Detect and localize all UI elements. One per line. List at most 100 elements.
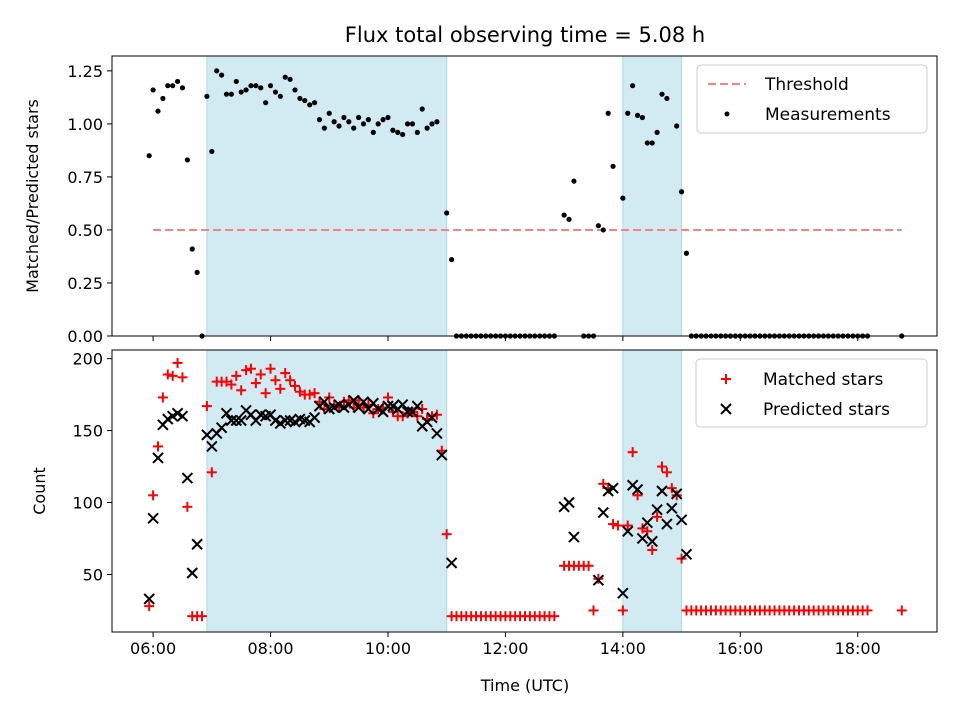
predicted-star-point-b xyxy=(284,414,296,427)
predicted-star-point xyxy=(563,496,575,509)
measurement-point xyxy=(630,83,636,89)
matched-star-point xyxy=(549,611,560,622)
matched-star-point xyxy=(612,520,623,531)
measurement-point xyxy=(385,114,391,121)
measurement-point xyxy=(321,125,327,131)
measurement-point xyxy=(639,114,646,121)
measurement-point xyxy=(170,83,176,89)
matched-star-point xyxy=(275,383,286,394)
legend-matched-swatch xyxy=(721,374,731,384)
top-legend: Threshold Measurements xyxy=(696,64,928,134)
measurement-point xyxy=(272,89,279,95)
measurement-point xyxy=(600,227,606,233)
measurement-point xyxy=(209,148,215,155)
predicted-star-point xyxy=(631,483,644,496)
measurement-point xyxy=(375,121,381,127)
top-y-tick-label: 0.75 xyxy=(67,168,103,187)
predicted-star-point-b xyxy=(318,396,331,408)
bottom-y-tick-label: 100 xyxy=(72,494,103,513)
legend-matched-label: Matched stars xyxy=(763,370,883,390)
predicted-star-point xyxy=(651,503,663,516)
measurement-point xyxy=(302,97,308,104)
predicted-star-point xyxy=(670,488,683,500)
top-legend-box xyxy=(696,64,928,134)
matched-star-point xyxy=(617,605,628,616)
legend-predicted-label: Predicted stars xyxy=(763,400,890,420)
matched-star-point xyxy=(309,388,320,399)
predicted-star-point-b xyxy=(367,397,380,409)
measurement-point xyxy=(674,123,680,129)
measurement-point xyxy=(390,127,396,133)
matched-star-point xyxy=(290,380,301,391)
bottom-x-tick-label: 16:00 xyxy=(717,639,763,658)
predicted-star-point-b xyxy=(396,398,409,411)
predicted-star-point xyxy=(431,427,443,440)
bottom-x-tick-label: 08:00 xyxy=(247,639,293,658)
predicted-star-point-b xyxy=(617,587,629,599)
predicted-star-point xyxy=(597,506,609,519)
observing-interval-shade xyxy=(206,349,448,633)
top-y-tick-label: 0.25 xyxy=(67,274,103,293)
measurement-point xyxy=(184,157,190,163)
matched-star-point xyxy=(226,379,237,390)
matched-star-point xyxy=(427,411,438,422)
measurement-point xyxy=(165,83,171,89)
legend-predicted-marker-b xyxy=(720,403,732,415)
predicted-star-point xyxy=(225,414,238,427)
predicted-star-point-b xyxy=(333,398,345,411)
predicted-star-point xyxy=(143,593,155,605)
predicted-star-point-b xyxy=(308,411,321,424)
measurement-point xyxy=(571,178,577,184)
top-y-axis-label: Matched/Predicted stars xyxy=(23,99,42,293)
predicted-star-point-b xyxy=(656,485,668,497)
matched-star-point xyxy=(148,490,159,501)
predicted-star-point-b xyxy=(176,410,189,422)
predicted-star-point-b xyxy=(666,502,678,514)
bottom-legend: Matched stars Predicted stars xyxy=(695,358,928,428)
predicted-star-point xyxy=(152,452,164,464)
predicted-star-point-b xyxy=(225,414,238,427)
measurement-point xyxy=(444,210,450,216)
predicted-star-point-b xyxy=(269,414,282,427)
predicted-star-point-b xyxy=(264,409,277,421)
predicted-star-point-b xyxy=(563,496,575,509)
measurement-point xyxy=(395,129,401,135)
top-axes-frame xyxy=(111,55,938,337)
bottom-axes-frame xyxy=(111,349,938,633)
legend-measurements-label: Measurements xyxy=(765,105,891,125)
predicted-star-point xyxy=(426,411,438,424)
matched-star-point xyxy=(197,611,208,622)
predicted-star-point xyxy=(411,400,424,412)
measurement-point xyxy=(404,121,411,127)
top-y-tick-label: 1.25 xyxy=(67,62,103,81)
measurement-point xyxy=(331,119,337,125)
predicted-star-point xyxy=(445,557,458,569)
measurement-point xyxy=(365,117,372,123)
predicted-star-point-b xyxy=(299,414,311,427)
predicted-star-point xyxy=(176,410,189,422)
top-y-tick-label: 1.00 xyxy=(67,115,103,134)
predicted-star-point-b xyxy=(147,512,159,525)
measurement-point xyxy=(434,119,440,125)
matched-star-point xyxy=(265,363,276,374)
predicted-stars-points xyxy=(143,394,693,605)
observing-interval-shade xyxy=(206,55,448,337)
predicted-star-point-b xyxy=(245,409,257,421)
measurement-point xyxy=(610,163,616,169)
top-panel: 0.00 0.25 0.50 0.75 1.00 1.25 Matched/Predict… xyxy=(23,55,938,346)
predicted-star-point-b xyxy=(622,525,634,537)
bottom-legend-box xyxy=(695,358,928,428)
matched-star-point xyxy=(632,490,643,501)
measurement-point xyxy=(248,83,254,89)
matched-star-point xyxy=(583,560,594,571)
predicted-star-point xyxy=(646,535,658,548)
observing-interval-shade xyxy=(622,55,683,337)
measurement-point xyxy=(253,83,259,89)
predicted-star-point xyxy=(661,518,673,530)
measurement-point xyxy=(238,89,244,95)
predicted-star-point xyxy=(308,411,321,424)
matched-star-point xyxy=(304,389,315,400)
matched-star-point xyxy=(593,573,604,584)
top-y-tick-label: 0.00 xyxy=(67,327,103,346)
measurement-point xyxy=(277,93,283,99)
